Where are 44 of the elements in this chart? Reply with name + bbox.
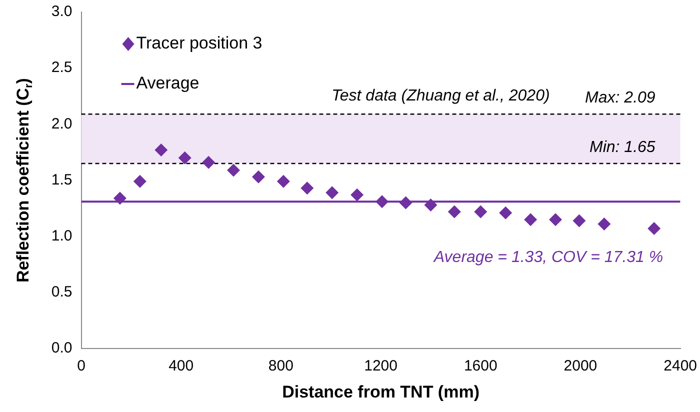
ref-line-label: Min: 1.65 bbox=[590, 138, 656, 156]
point bbox=[178, 151, 192, 164]
point bbox=[424, 198, 438, 212]
x-tick-label: 400 bbox=[168, 358, 194, 375]
y-tick-label: 3.0 bbox=[51, 3, 72, 20]
x-tick-label: 2400 bbox=[664, 358, 698, 375]
annotation: Average = 1.33, COV = 17.31 % bbox=[432, 249, 664, 266]
point bbox=[448, 205, 461, 218]
point bbox=[133, 174, 146, 188]
y-tick-label: 1.5 bbox=[51, 171, 72, 188]
x-tick-label: 2000 bbox=[564, 358, 598, 375]
point bbox=[648, 222, 661, 236]
legend-label: Tracer position 3 bbox=[136, 34, 262, 53]
point bbox=[350, 188, 364, 202]
legend-label: Average bbox=[136, 74, 200, 93]
point bbox=[499, 206, 512, 220]
point bbox=[113, 192, 126, 205]
point bbox=[326, 186, 339, 200]
point bbox=[399, 196, 412, 210]
point bbox=[227, 164, 240, 177]
point bbox=[276, 174, 290, 188]
point bbox=[474, 205, 488, 218]
y-tick-label: 0.0 bbox=[51, 340, 72, 357]
x-tick-label: 1200 bbox=[364, 358, 398, 375]
x-tick-label: 800 bbox=[268, 358, 294, 375]
point bbox=[598, 218, 611, 231]
x-tick-label: 1600 bbox=[464, 358, 498, 375]
point bbox=[524, 213, 538, 226]
point bbox=[300, 182, 314, 195]
x-tick-label: 0 bbox=[77, 358, 86, 375]
point bbox=[202, 156, 216, 169]
x-axis-title: Distance from TNT (mm) bbox=[282, 382, 480, 402]
point bbox=[252, 170, 265, 184]
y-tick-label: 0.5 bbox=[51, 284, 72, 301]
annotation: Test data (Zhuang et al., 2020) bbox=[332, 88, 550, 105]
ref-line-label: Max: 2.09 bbox=[585, 90, 656, 107]
point bbox=[572, 214, 586, 228]
point bbox=[154, 144, 168, 157]
y-axis-title: Reflection coefficient (Cr) bbox=[14, 78, 36, 283]
y-tick-label: 2.0 bbox=[51, 115, 72, 132]
y-tick-label: 1.0 bbox=[51, 228, 72, 245]
point bbox=[376, 195, 389, 208]
y-tick-label: 2.5 bbox=[51, 59, 72, 76]
point bbox=[549, 213, 562, 226]
